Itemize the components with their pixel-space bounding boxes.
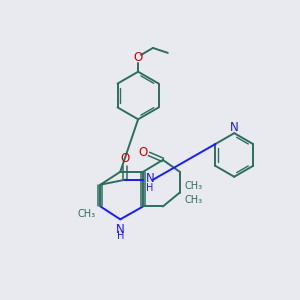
Text: CH₃: CH₃: [77, 209, 96, 219]
Text: CH₃: CH₃: [184, 194, 203, 205]
Text: H: H: [117, 231, 124, 241]
Text: O: O: [121, 152, 130, 165]
Text: H: H: [146, 183, 154, 193]
Text: CH₃: CH₃: [184, 181, 203, 191]
Text: O: O: [134, 51, 143, 64]
Text: N: N: [146, 172, 154, 185]
Text: N: N: [230, 121, 239, 134]
Text: O: O: [138, 146, 148, 160]
Text: N: N: [116, 223, 125, 236]
